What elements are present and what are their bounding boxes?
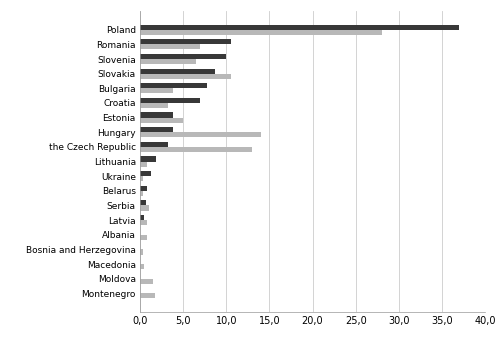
Bar	[140, 162, 147, 167]
Bar	[140, 30, 382, 35]
Bar	[140, 83, 207, 88]
Bar	[140, 39, 230, 44]
Bar	[140, 88, 173, 93]
Bar	[140, 176, 142, 181]
Bar	[140, 293, 154, 298]
Bar	[140, 127, 173, 132]
Bar	[140, 220, 147, 225]
Bar	[140, 54, 226, 59]
Bar	[140, 200, 146, 205]
Bar	[140, 279, 153, 284]
Bar	[140, 44, 200, 49]
Bar	[140, 171, 151, 176]
Bar	[140, 74, 230, 79]
Bar	[140, 249, 143, 254]
Bar	[140, 69, 215, 74]
Bar	[140, 205, 149, 211]
Bar	[140, 235, 147, 240]
Bar	[140, 132, 261, 137]
Bar	[140, 142, 168, 147]
Bar	[140, 264, 144, 269]
Bar	[140, 59, 196, 64]
Bar	[140, 25, 459, 30]
Bar	[140, 156, 156, 162]
Bar	[140, 113, 173, 118]
Bar	[140, 98, 200, 103]
Bar	[140, 118, 183, 123]
Bar	[140, 103, 168, 108]
Bar	[140, 147, 252, 152]
Bar	[140, 186, 147, 191]
Bar	[140, 215, 144, 220]
Bar	[140, 191, 143, 196]
